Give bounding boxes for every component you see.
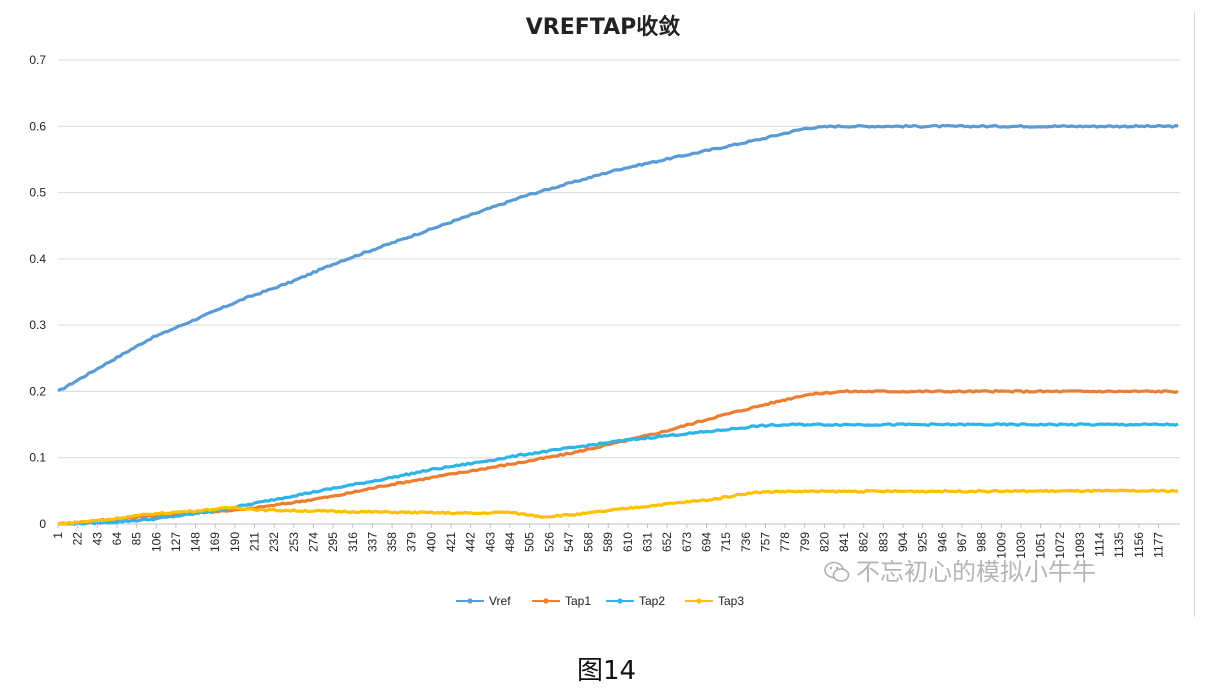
x-tick-label: 631: [641, 532, 655, 552]
x-tick-label: 169: [208, 532, 222, 552]
x-tick-label: 22: [71, 532, 85, 546]
y-tick-label: 0.3: [29, 318, 46, 332]
x-tick-label: 400: [424, 532, 438, 552]
x-tick-label: 190: [228, 532, 242, 552]
x-tick-label: 85: [130, 532, 144, 546]
legend-label-tap3: Tap3: [718, 594, 744, 608]
x-tick-label: 946: [935, 532, 949, 552]
y-tick-label: 0.6: [29, 119, 46, 133]
x-tick-label: 799: [798, 532, 812, 552]
x-tick-label: 1114: [1093, 532, 1107, 557]
watermark: 不忘初心的模拟小牛牛: [824, 552, 1096, 587]
x-tick-label: 127: [169, 532, 183, 552]
x-tick-label: 1093: [1073, 532, 1087, 559]
watermark-text: 不忘初心的模拟小牛牛: [856, 558, 1096, 586]
x-tick-label: 211: [248, 532, 262, 551]
x-tick-label: 232: [267, 532, 281, 552]
x-tick-label: 883: [876, 532, 890, 552]
legend-marker-tap2: [617, 598, 623, 604]
x-tick-label: 337: [365, 532, 379, 552]
x-tick-label: 673: [680, 532, 694, 552]
series-line-tap3: [57, 488, 1179, 526]
x-tick-label: 505: [523, 532, 537, 552]
x-tick-label: 148: [189, 532, 203, 552]
x-tick-label: 862: [857, 532, 871, 552]
x-tick-label: 925: [916, 532, 930, 552]
x-tick-label: 778: [778, 532, 792, 552]
legend: Vref Tap1 Tap2 Tap3: [456, 594, 744, 608]
x-tick-label: 820: [817, 532, 831, 552]
x-tick-label: 484: [503, 532, 517, 552]
x-tick-label: 1051: [1034, 532, 1048, 559]
x-tick-label: 736: [739, 532, 753, 552]
x-tick-label: 568: [582, 532, 596, 552]
x-tick-label: 1156: [1132, 532, 1146, 558]
x-tick-label: 316: [346, 532, 360, 552]
y-tick-label: 0.2: [29, 384, 46, 398]
x-tick-label: 904: [896, 532, 910, 552]
x-tick-label: 610: [621, 532, 635, 552]
x-tick-label: 715: [719, 532, 733, 552]
x-tick-label: 421: [444, 532, 458, 552]
legend-label-tap1: Tap1: [565, 594, 591, 608]
line-chart: VREFTAP收敛 0 0.1 0.2 0.3 0.4 0.5 0.6 0.7 1 22 43 64…: [29, 14, 1180, 608]
x-tick-label: 1135: [1112, 532, 1126, 558]
x-tick-label: 652: [660, 532, 674, 552]
x-tick-label: 757: [758, 532, 772, 552]
x-tick-label: 1030: [1014, 532, 1028, 559]
x-tick-label: 694: [699, 532, 713, 552]
x-tick-label: 1177: [1151, 532, 1165, 558]
gridlines: [58, 59, 1180, 525]
legend-label-vref: Vref: [489, 594, 511, 608]
y-tick-label: 0.5: [29, 186, 46, 200]
x-tick-label: 841: [837, 532, 851, 552]
x-tick-label: 253: [287, 532, 301, 552]
y-tick-label: 0.7: [29, 53, 46, 67]
x-tick-label: 1: [51, 532, 65, 539]
x-tick-label: 589: [601, 532, 615, 552]
y-tick-label: 0.1: [29, 451, 46, 465]
chart-frame-edge: [1194, 12, 1195, 617]
x-tick-label: 295: [326, 532, 340, 552]
x-tick-label: 967: [955, 532, 969, 552]
x-tick-label: 526: [542, 532, 556, 552]
series-line-vref: [57, 123, 1179, 393]
x-axis: 1 22 43 64 85 106 127 148 169 190 211 232 253 274 295 3…: [51, 523, 1180, 559]
y-tick-label: 0.4: [29, 252, 46, 266]
legend-marker-vref: [467, 598, 473, 604]
legend-marker-tap1: [543, 598, 549, 604]
x-tick-label: 463: [483, 532, 497, 552]
legend-label-tap2: Tap2: [639, 594, 665, 608]
x-tick-label: 274: [306, 532, 320, 552]
series-line-tap2: [57, 422, 1179, 526]
series-lines: [57, 123, 1179, 526]
x-tick-label: 988: [975, 532, 989, 552]
x-tick-label: 442: [464, 532, 478, 552]
x-tick-label: 547: [562, 532, 576, 552]
x-tick-label: 1009: [994, 532, 1008, 559]
chart-title: VREFTAP收敛: [526, 14, 680, 40]
figure-caption: 图14: [576, 656, 637, 686]
wechat-icon: [824, 561, 850, 582]
x-tick-label: 1072: [1053, 532, 1067, 559]
x-tick-label: 43: [90, 532, 104, 546]
y-tick-label: 0: [39, 517, 46, 531]
y-axis-ticks: 0 0.1 0.2 0.3 0.4 0.5 0.6 0.7: [29, 53, 46, 531]
x-tick-label: 64: [110, 532, 124, 546]
x-tick-label: 379: [405, 532, 419, 552]
legend-marker-tap3: [696, 598, 702, 604]
x-tick-label: 106: [149, 532, 163, 552]
x-tick-label: 358: [385, 532, 399, 552]
